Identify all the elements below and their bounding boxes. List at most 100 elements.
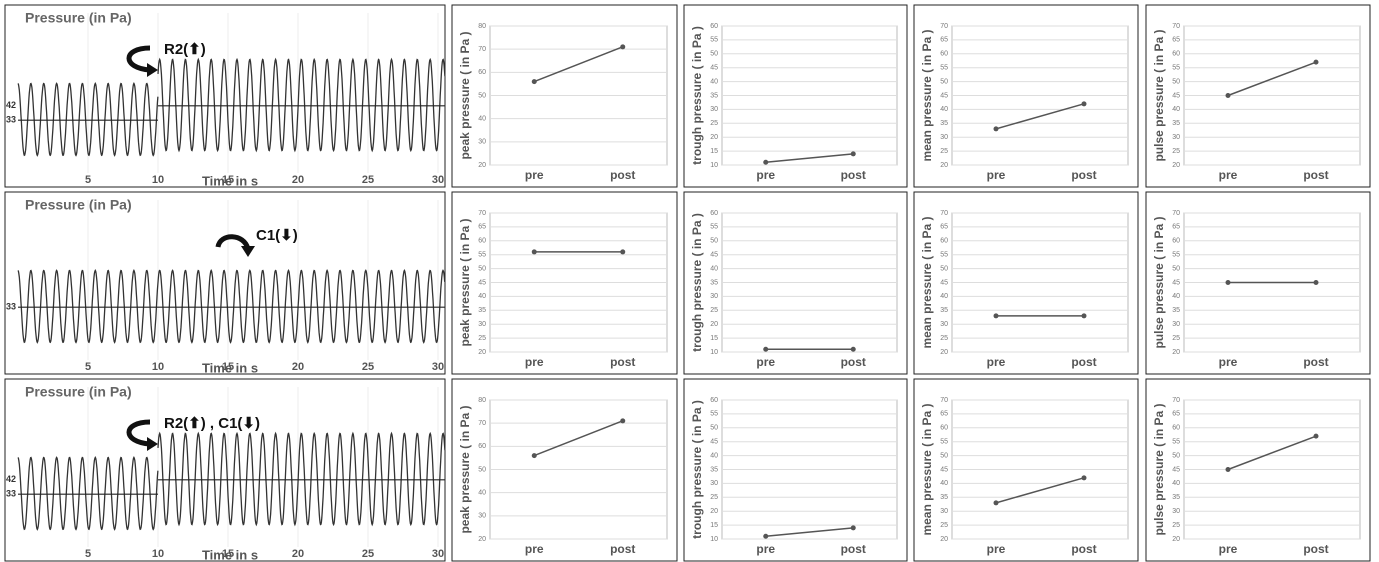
y-tick-label: 65 xyxy=(1172,224,1180,231)
y-tick-label: 40 xyxy=(478,293,486,300)
y-tick-label: 30 xyxy=(710,106,718,113)
x-tick-label: post xyxy=(841,168,866,182)
line xyxy=(1227,435,1317,471)
panel: 10 15 20 25 30 35 40 45 50 55 60 pre post trough pres… xyxy=(683,191,908,375)
y-axis-label: peak pressure ( in Pa ) xyxy=(458,405,472,533)
pressure-wave xyxy=(157,431,446,527)
x-tick-label: 5 xyxy=(85,361,91,373)
y-tick-label: 65 xyxy=(940,37,948,44)
x-tick-label: 30 xyxy=(432,361,444,373)
line xyxy=(765,527,854,537)
y-tick-label: 50 xyxy=(478,265,486,272)
y-tick-label: 35 xyxy=(1172,307,1180,314)
y-tick-label: 20 xyxy=(1172,162,1180,169)
x-tick-label: 10 xyxy=(152,548,164,560)
y-tick-label: 25 xyxy=(710,120,718,127)
y-tick-label: 40 xyxy=(940,106,948,113)
curved-arrow xyxy=(126,419,151,447)
pressure-wave xyxy=(17,268,446,344)
y-tick-label: 30 xyxy=(1172,508,1180,515)
y-tick-label: 65 xyxy=(940,411,948,418)
point xyxy=(763,346,769,352)
x-tick-label: post xyxy=(610,168,635,182)
y-tick-label: 45 xyxy=(710,252,718,259)
point xyxy=(1225,280,1231,285)
y-tick-label: 50 xyxy=(940,265,948,272)
annotation: R2(⬆) xyxy=(164,41,206,58)
point xyxy=(1313,280,1319,285)
y-tick-label: 35 xyxy=(940,120,948,127)
panel: 20 25 30 35 40 45 50 55 60 65 70 pre post mean pressu… xyxy=(913,4,1139,188)
y-tick-label: 20 xyxy=(478,349,486,356)
x-axis-label: Time in s xyxy=(202,547,258,562)
y-tick-label: 25 xyxy=(1172,522,1180,529)
x-tick-label: pre xyxy=(987,355,1006,369)
x-tick-label: pre xyxy=(987,168,1006,182)
y-tick-label: 50 xyxy=(478,466,486,473)
y-tick-label: 40 xyxy=(1172,106,1180,113)
panel: 5 10 15 20 25 30 42 33 Pressure (in Pa) Time in s… xyxy=(4,378,446,562)
y-tick-label: 70 xyxy=(1172,23,1180,30)
y-tick-label: 55 xyxy=(1172,439,1180,446)
y-tick-label: 30 xyxy=(1172,321,1180,328)
y-tick-label: 40 xyxy=(478,490,486,497)
y-tick-label: 55 xyxy=(710,411,718,418)
x-axis-label: Time in s xyxy=(202,173,258,188)
y-tick-label: 10 xyxy=(710,536,718,543)
y-axis-label: pulse pressure ( in Pa ) xyxy=(1152,216,1166,348)
y-tick-label: 30 xyxy=(710,293,718,300)
y-tick-label: 20 xyxy=(1172,536,1180,543)
y-tick-label: 70 xyxy=(940,397,948,404)
line xyxy=(533,420,624,457)
x-tick-label: 15 xyxy=(222,174,234,186)
x-tick-label: pre xyxy=(525,542,544,556)
x-tick-label: 25 xyxy=(362,548,374,560)
point xyxy=(1081,475,1087,481)
y-tick-label: 60 xyxy=(710,210,718,217)
y-tick-label: 70 xyxy=(478,46,486,53)
y-tick-label: 35 xyxy=(1172,120,1180,127)
y-tick-label: 30 xyxy=(940,508,948,515)
y-tick-label: 33 xyxy=(6,302,16,312)
y-tick-label: 10 xyxy=(710,349,718,356)
y-tick-label: 40 xyxy=(940,480,948,487)
y-tick-label: 40 xyxy=(710,452,718,459)
y-tick-label: 25 xyxy=(710,494,718,501)
x-tick-label: 25 xyxy=(362,174,374,186)
y-tick-label: 45 xyxy=(940,92,948,99)
y-tick-label: 45 xyxy=(1172,92,1180,99)
panel: 5 10 15 20 25 30 33 Pressure (in Pa) Time in s C1… xyxy=(4,191,446,375)
x-tick-label: 30 xyxy=(432,548,444,560)
panel: 20 30 40 50 60 70 80 pre post peak pressure ( in … xyxy=(451,4,678,188)
y-tick-label: 25 xyxy=(710,307,718,314)
x-tick-label: pre xyxy=(987,542,1006,556)
y-tick-label: 20 xyxy=(1172,349,1180,356)
x-tick-label: post xyxy=(1303,542,1328,556)
y-tick-label: 42 xyxy=(6,100,16,110)
line xyxy=(765,153,854,163)
x-tick-label: 20 xyxy=(292,548,304,560)
line xyxy=(995,477,1085,504)
curved-arrow xyxy=(215,234,251,250)
y-tick-label: 20 xyxy=(710,321,718,328)
x-axis-label: Time in s xyxy=(202,360,258,375)
y-tick-label: 20 xyxy=(710,134,718,141)
y-tick-label: 70 xyxy=(478,420,486,427)
panel: 20 25 30 35 40 45 50 55 60 65 70 pre post peak pressu… xyxy=(451,191,678,375)
y-tick-label: 60 xyxy=(478,69,486,76)
y-tick-label: 55 xyxy=(710,37,718,44)
x-tick-label: pre xyxy=(756,355,775,369)
panel: 20 25 30 35 40 45 50 55 60 65 70 pre post mean pressu… xyxy=(913,378,1139,562)
y-tick-label: 55 xyxy=(940,65,948,72)
y-tick-label: 65 xyxy=(1172,411,1180,418)
point xyxy=(763,533,769,539)
x-tick-label: pre xyxy=(1219,542,1238,556)
x-tick-label: 10 xyxy=(152,361,164,373)
panel: 20 25 30 35 40 45 50 55 60 65 70 pre post pulse press… xyxy=(1145,191,1371,375)
point xyxy=(993,500,999,506)
y-tick-label: 70 xyxy=(1172,397,1180,404)
y-tick-label: 45 xyxy=(710,439,718,446)
point xyxy=(993,126,999,132)
y-tick-label: 10 xyxy=(710,162,718,169)
y-tick-label: 50 xyxy=(478,92,486,99)
